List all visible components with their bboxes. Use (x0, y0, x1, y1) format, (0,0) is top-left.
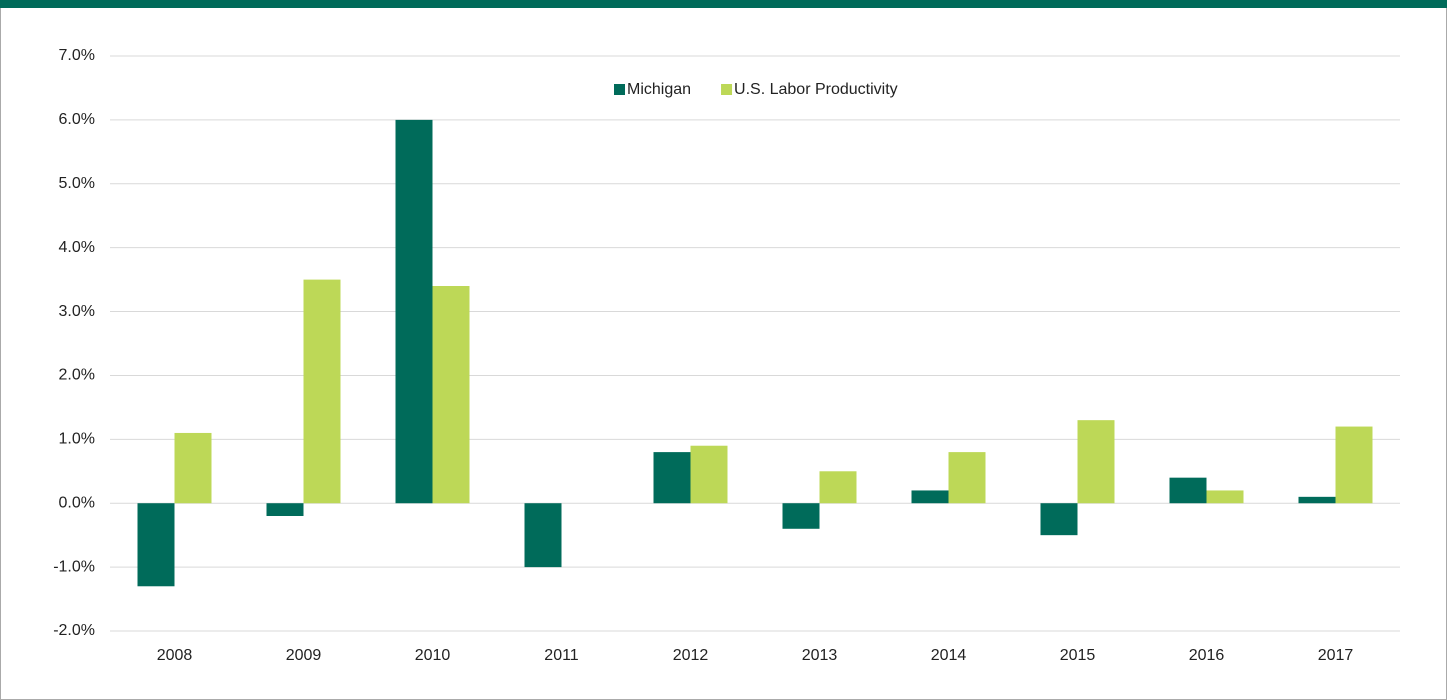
bar (303, 279, 341, 504)
legend-swatch (614, 84, 625, 95)
x-tick-label: 2013 (802, 647, 838, 664)
y-tick-label: 4.0% (59, 239, 95, 256)
y-tick-label: 2.0% (59, 367, 95, 384)
bar (137, 503, 175, 587)
legend-swatch (721, 84, 733, 95)
x-tick-label: 2008 (157, 647, 193, 664)
x-tick-label: 2016 (1189, 647, 1225, 664)
x-tick-label: 2017 (1318, 647, 1354, 664)
top-band (0, 0, 1447, 8)
bar (911, 490, 949, 504)
y-tick-label: 1.0% (59, 431, 95, 448)
bar (819, 471, 857, 504)
bar (690, 445, 728, 504)
bar (266, 503, 304, 516)
bar (1298, 496, 1336, 504)
y-tick-label: -2.0% (53, 622, 95, 639)
bar (653, 452, 691, 504)
bar (1040, 503, 1078, 536)
y-tick-label: 6.0% (59, 111, 95, 128)
y-tick-label: 3.0% (59, 303, 95, 320)
bar (1169, 477, 1207, 504)
y-tick-label: 0.0% (59, 494, 95, 511)
bar (174, 432, 212, 504)
bar (524, 503, 562, 568)
legend-label: U.S. Labor Productivity (734, 81, 898, 98)
bar (395, 119, 433, 504)
x-tick-label: 2011 (544, 647, 579, 664)
bar (1206, 490, 1244, 504)
y-tick-label: -1.0% (53, 558, 95, 575)
bar (782, 503, 820, 529)
y-tick-label: 7.0% (59, 47, 95, 64)
legend-label: Michigan (627, 81, 691, 98)
bar (1077, 420, 1115, 504)
bar (948, 452, 986, 504)
x-tick-label: 2009 (286, 647, 322, 664)
x-tick-label: 2012 (673, 647, 709, 664)
bar (1335, 426, 1373, 504)
x-tick-label: 2015 (1060, 647, 1096, 664)
x-tick-label: 2014 (931, 647, 967, 664)
bar (432, 286, 470, 504)
y-tick-label: 5.0% (59, 175, 95, 192)
x-tick-label: 2010 (415, 647, 451, 664)
